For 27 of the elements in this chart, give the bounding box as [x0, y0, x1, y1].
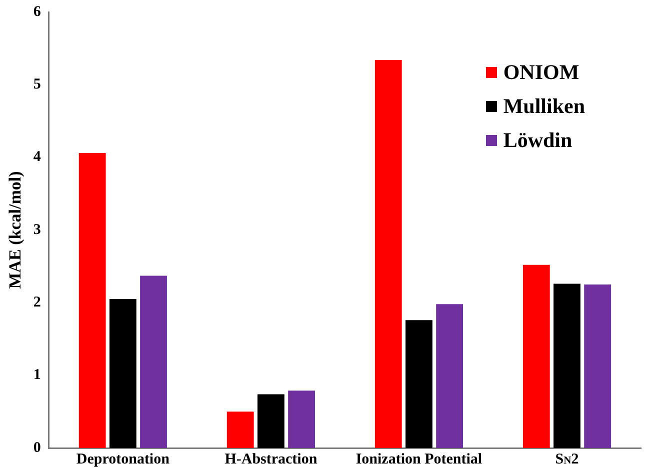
- x-tick-label: SN2: [555, 451, 579, 468]
- bar: [406, 320, 432, 448]
- x-tick-label: H-Abstraction: [224, 451, 318, 468]
- bar: [140, 276, 167, 448]
- bar: [109, 299, 136, 448]
- y-tick-label: 4: [33, 149, 42, 166]
- y-tick-label: 3: [33, 222, 41, 238]
- bar: [288, 390, 315, 448]
- bar: [522, 264, 550, 448]
- y-tick-label: 5: [33, 76, 41, 93]
- legend-label: ONIOM: [503, 59, 580, 86]
- y-tick-label: 0: [33, 440, 41, 456]
- x-tick-label: Ionization Potential: [356, 451, 482, 468]
- legend-label: Löwdin: [503, 127, 572, 154]
- y-tick-label: 2: [33, 294, 41, 311]
- x-tick-label: Deprotonation: [76, 451, 170, 468]
- y-axis-title: MAE (kcal/mol): [6, 171, 25, 289]
- legend-label: Mulliken: [503, 93, 585, 120]
- bar: [257, 394, 284, 448]
- y-tick-label: 6: [33, 4, 42, 20]
- bar: [554, 284, 580, 448]
- bar: [226, 412, 254, 448]
- bar: [78, 152, 106, 448]
- bar: [374, 60, 402, 448]
- y-tick-label: 1: [33, 367, 41, 384]
- bar: [436, 304, 464, 448]
- bar: [584, 284, 612, 448]
